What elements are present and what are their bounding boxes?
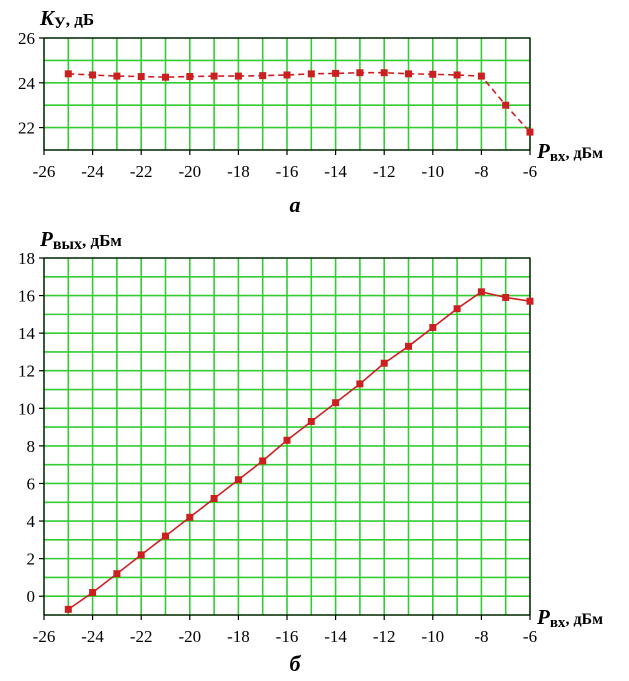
y-tick-label: 22 — [18, 119, 35, 138]
x-tick-label: -24 — [81, 627, 104, 646]
x-tick-label: -22 — [130, 627, 153, 646]
data-point — [89, 589, 96, 596]
x-axis-label: Pвх, дБм — [536, 605, 603, 631]
x-tick-label: -8 — [474, 162, 488, 181]
data-point — [186, 73, 193, 80]
y-tick-label: 2 — [27, 550, 36, 569]
data-point — [284, 437, 291, 444]
chart-1: -26 -24 -22 -20 -18 -16 -14 -12 -10 -8 -6 22 24 26KУ,… — [18, 6, 603, 217]
data-point — [259, 457, 266, 464]
x-tick-label: -10 — [421, 162, 444, 181]
data-point — [478, 288, 485, 295]
x-tick-label: -18 — [227, 627, 250, 646]
data-point — [138, 73, 145, 80]
y-tick-label: 16 — [18, 287, 35, 306]
data-point — [332, 399, 339, 406]
x-tick-label: -22 — [130, 162, 153, 181]
x-tick-label: -12 — [373, 162, 396, 181]
x-tick-label: -8 — [474, 627, 488, 646]
y-tick-label: 24 — [18, 74, 36, 93]
data-point — [113, 73, 120, 80]
x-tick-label: -10 — [421, 627, 444, 646]
x-tick-label: -6 — [523, 162, 537, 181]
y-tick-label: 0 — [27, 587, 36, 606]
y-tick-label: 6 — [27, 474, 36, 493]
data-point — [429, 324, 436, 331]
data-point — [527, 129, 534, 136]
x-tick-label: -12 — [373, 627, 396, 646]
data-point — [454, 71, 461, 78]
data-point — [284, 71, 291, 78]
x-tick-label: -14 — [324, 627, 347, 646]
data-point — [162, 533, 169, 540]
y-tick-label: 12 — [18, 362, 35, 381]
data-point — [478, 73, 485, 80]
series-line — [68, 292, 530, 610]
data-point — [65, 606, 72, 613]
data-point — [211, 73, 218, 80]
data-point — [332, 70, 339, 77]
data-point — [138, 551, 145, 558]
data-point — [211, 495, 218, 502]
data-point — [527, 298, 534, 305]
data-point — [502, 294, 509, 301]
data-point — [454, 305, 461, 312]
data-point — [113, 570, 120, 577]
x-tick-label: -16 — [276, 162, 299, 181]
data-point — [405, 343, 412, 350]
x-tick-label: -16 — [276, 627, 299, 646]
data-point — [65, 70, 72, 77]
data-point — [235, 476, 242, 483]
x-tick-label: -18 — [227, 162, 250, 181]
data-point — [429, 71, 436, 78]
x-tick-label: -26 — [33, 162, 56, 181]
x-axis-label: Pвх, дБм — [536, 139, 603, 165]
data-point — [405, 70, 412, 77]
data-point — [308, 418, 315, 425]
x-tick-label: -6 — [523, 627, 537, 646]
x-tick-label: -20 — [178, 627, 201, 646]
data-point — [308, 70, 315, 77]
data-point — [162, 74, 169, 81]
y-tick-label: 4 — [27, 512, 36, 531]
data-point — [381, 69, 388, 76]
data-point — [356, 380, 363, 387]
y-axis-label: KУ, дБ — [39, 6, 94, 32]
x-tick-label: -20 — [178, 162, 201, 181]
x-tick-label: -24 — [81, 162, 104, 181]
data-point — [235, 73, 242, 80]
y-axis-label: Pвых, дБм — [39, 227, 122, 253]
panel-label: б — [290, 651, 302, 676]
y-tick-label: 26 — [18, 29, 35, 48]
panel-label: а — [290, 192, 301, 217]
data-point — [381, 360, 388, 367]
series-line — [68, 73, 530, 132]
data-point — [186, 514, 193, 521]
data-point — [259, 72, 266, 79]
chart-2: -26 -24 -22 -20 -18 -16 -14 -12 -10 -8 -6 0 2 4 6 8 10 12… — [18, 227, 603, 676]
y-tick-label: 10 — [18, 399, 35, 418]
y-tick-label: 14 — [18, 324, 36, 343]
x-tick-label: -26 — [33, 627, 56, 646]
data-point — [89, 71, 96, 78]
data-point — [356, 69, 363, 76]
data-point — [502, 102, 509, 109]
x-tick-label: -14 — [324, 162, 347, 181]
y-tick-label: 18 — [18, 249, 35, 268]
y-tick-label: 8 — [27, 437, 36, 456]
